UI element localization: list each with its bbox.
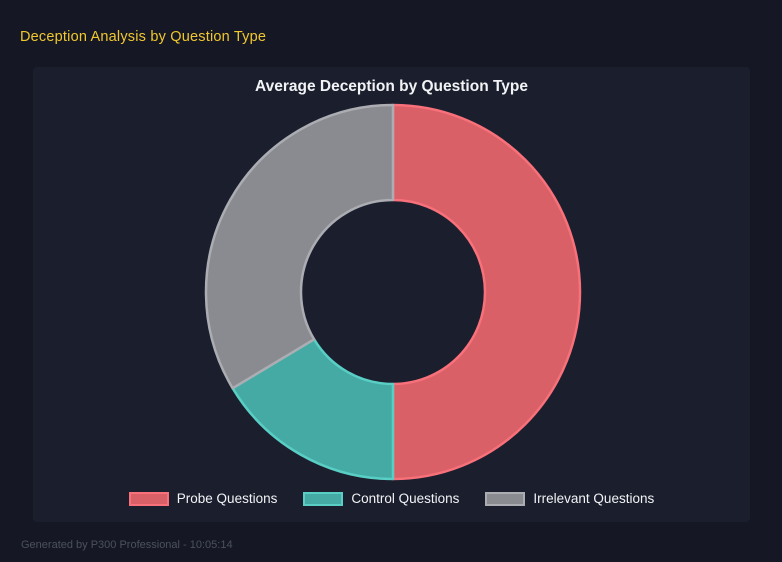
- legend-label: Probe Questions: [176, 491, 278, 506]
- donut-segment-irrelevant-questions[interactable]: [204, 103, 395, 390]
- footer-status: Generated by P300 Professional - 10:05:1…: [21, 539, 233, 551]
- legend-label: Irrelevant Questions: [533, 491, 655, 506]
- legend-swatch-icon: [485, 491, 526, 506]
- chart-panel: Average Deception by Question Type Probe…: [33, 67, 750, 522]
- legend-item-irrelevant-questions[interactable]: Irrelevant Questions: [485, 491, 654, 506]
- donut-segment-probe-questions[interactable]: [391, 103, 582, 481]
- page-title: Deception Analysis by Question Type: [20, 29, 267, 45]
- legend-swatch-icon: [303, 491, 344, 506]
- legend-swatch-icon: [128, 491, 169, 506]
- chart-title: Average Deception by Question Type: [254, 78, 529, 95]
- legend-item-probe-questions[interactable]: Probe Questions: [128, 491, 278, 506]
- chart-legend: Probe Questions Control Questions Irreleva…: [33, 491, 750, 506]
- donut-segment-control-questions[interactable]: [231, 338, 395, 481]
- legend-item-control-questions[interactable]: Control Questions: [303, 491, 459, 506]
- legend-label: Control Questions: [351, 491, 460, 506]
- donut-chart: [204, 103, 582, 481]
